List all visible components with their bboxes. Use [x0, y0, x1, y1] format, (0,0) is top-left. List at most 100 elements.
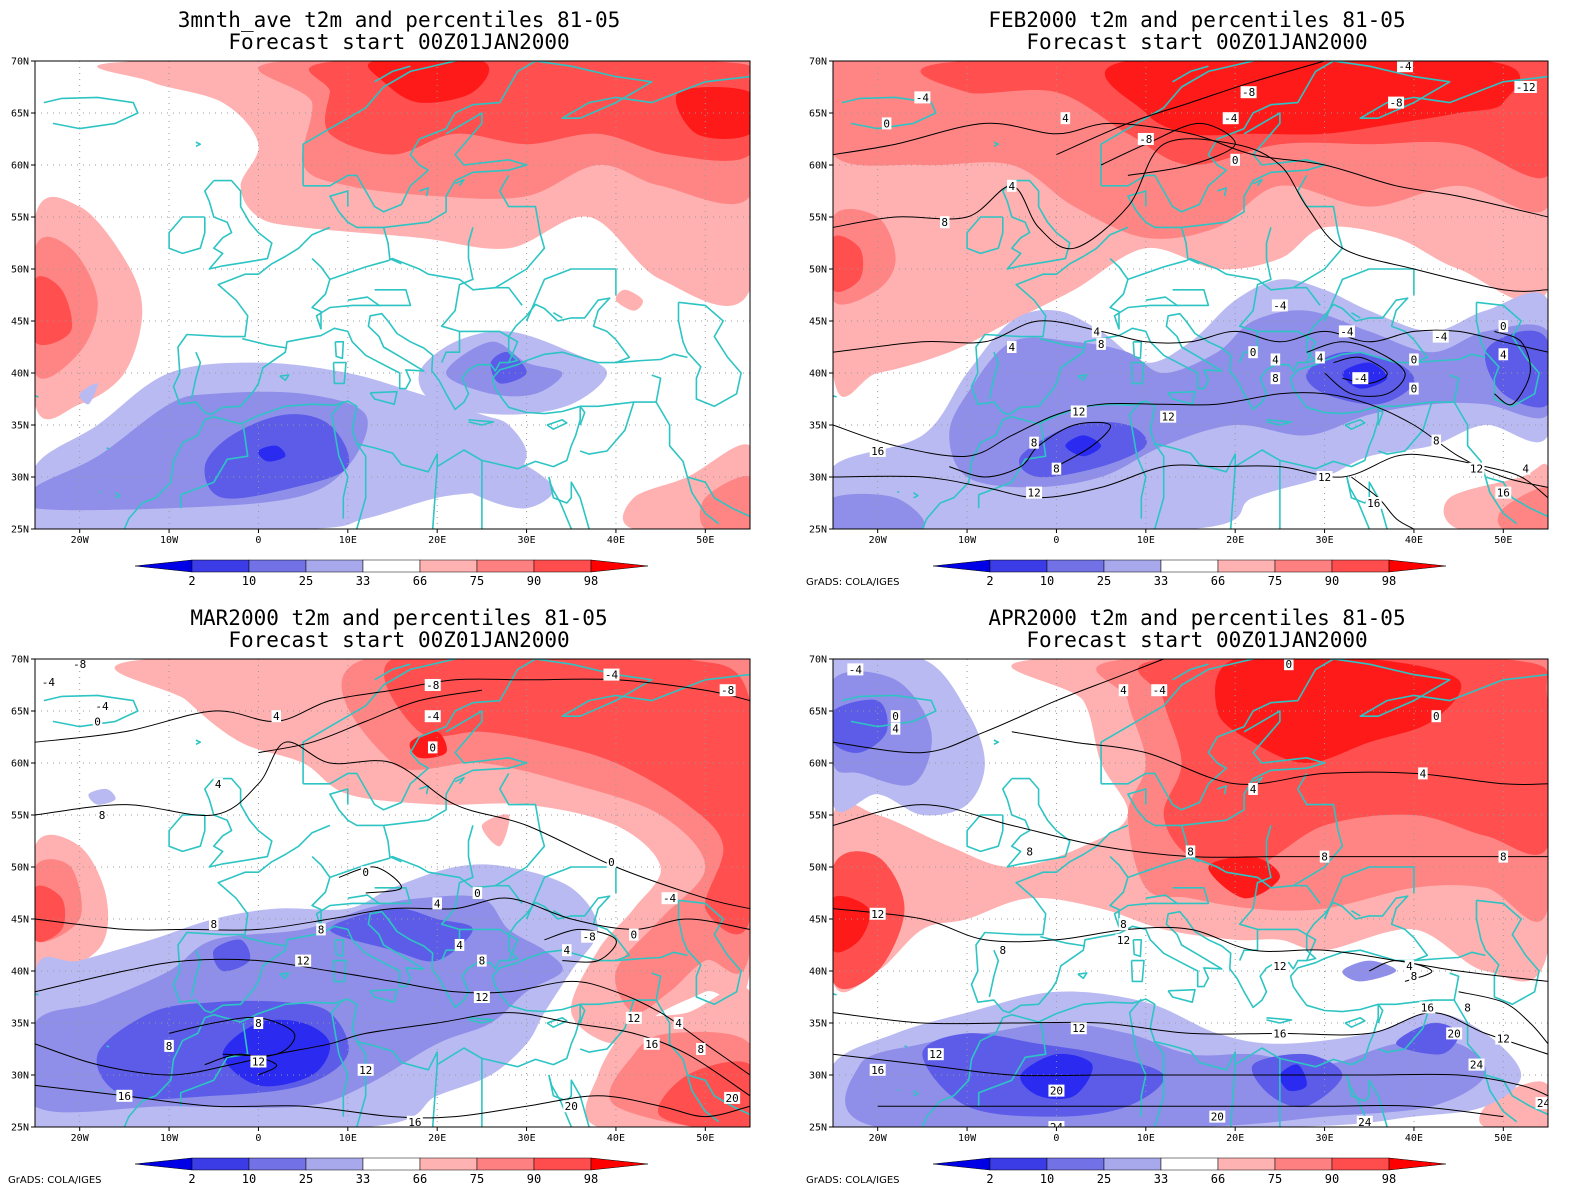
- coastline: [687, 1074, 750, 1116]
- coastline: [1127, 257, 1321, 306]
- svg-text:12: 12: [1273, 960, 1286, 973]
- coastline: [988, 351, 1000, 400]
- svg-text:8: 8: [1098, 338, 1105, 351]
- grid-lines: [833, 659, 1548, 1127]
- contour-label: 0: [1409, 382, 1419, 396]
- svg-text:24: 24: [1537, 1097, 1551, 1110]
- contour-label: -4: [1397, 60, 1413, 73]
- coastline: [548, 476, 581, 529]
- coastline: [168, 216, 206, 255]
- lat-tick-label: 35N: [809, 1019, 827, 1030]
- contour-label: 8: [1319, 850, 1330, 864]
- coastline: [977, 1022, 1047, 1107]
- lon-tick-label: 30E: [518, 535, 536, 546]
- coastline: [1132, 340, 1143, 360]
- svg-text:4: 4: [1093, 325, 1100, 338]
- contour-label: 8: [1024, 845, 1035, 858]
- lon-tick-label: 50E: [696, 535, 714, 546]
- svg-text:8: 8: [1187, 845, 1194, 858]
- shading-region: [368, 61, 490, 103]
- contour-label: 8: [998, 944, 1008, 957]
- contour-label: -4: [1432, 330, 1449, 344]
- shading-region: [1104, 61, 1521, 136]
- contour-label: 8: [1409, 970, 1419, 983]
- lon-tick-label: 20E: [428, 535, 446, 546]
- coastline: [1323, 866, 1415, 920]
- svg-text:-4: -4: [1398, 60, 1412, 73]
- coastline: [419, 785, 430, 795]
- svg-text:4: 4: [1008, 180, 1015, 193]
- axis-labels: 20W 10W 0 10E 20E 30E 40E 50E 70N 65N 60N 55N 50N 45N…: [11, 655, 714, 1145]
- coastline: [382, 227, 402, 265]
- coastline: [98, 1088, 102, 1092]
- svg-text:8: 8: [1120, 918, 1127, 931]
- colorbar-label: 10: [1040, 574, 1054, 588]
- lat-tick-label: 30N: [809, 1071, 827, 1082]
- contour-label: 12: [1115, 933, 1132, 947]
- colorbar-segment: [1046, 559, 1105, 573]
- lat-tick-label: 40N: [809, 369, 827, 380]
- coastline: [369, 988, 398, 1004]
- colorbar: 2 10 25 33 66 75 90 98: [932, 1157, 1447, 1186]
- svg-text:12: 12: [359, 1064, 372, 1077]
- coastline: [1040, 935, 1086, 947]
- coastline: [677, 899, 742, 1006]
- svg-text:4: 4: [273, 710, 280, 723]
- coastline: [347, 886, 412, 905]
- svg-text:4: 4: [434, 897, 441, 910]
- contour-label: 4: [562, 944, 572, 957]
- coastline: [579, 405, 586, 426]
- coastline: [993, 141, 1000, 148]
- coastline: [1040, 337, 1086, 349]
- colorbar-label: 75: [470, 1172, 484, 1186]
- coastline: [1413, 353, 1486, 364]
- shading-region: [833, 235, 864, 293]
- svg-text:-4: -4: [1273, 299, 1287, 312]
- colorbar-segment: [989, 559, 1048, 573]
- colorbar-label: 2: [986, 1172, 993, 1186]
- contour-line: [1100, 122, 1236, 176]
- colorbar-label: 90: [1325, 1172, 1339, 1186]
- coastline: [1350, 910, 1361, 917]
- svg-text:0: 0: [1411, 383, 1418, 396]
- colorbar-segment: [1046, 1157, 1105, 1171]
- svg-text:-4: -4: [426, 710, 440, 723]
- colorbar-segment: [1388, 1157, 1447, 1171]
- coastline: [615, 353, 688, 364]
- contour-label: 0: [1248, 346, 1258, 359]
- coastline: [1333, 61, 1548, 119]
- contour-label: 4: [1248, 783, 1258, 796]
- coastline: [195, 141, 202, 148]
- lon-tick-label: 10E: [339, 535, 357, 546]
- svg-text:-4: -4: [1434, 331, 1448, 344]
- svg-text:16: 16: [1367, 497, 1380, 510]
- colorbar-segment: [248, 559, 307, 573]
- colorbar-label: 25: [299, 1172, 313, 1186]
- contour-label: 8: [696, 1043, 706, 1056]
- svg-text:20: 20: [1050, 1085, 1063, 1098]
- svg-text:4: 4: [1272, 353, 1279, 366]
- contour-label: 8: [164, 1039, 174, 1053]
- contour-label: 16: [643, 1037, 660, 1051]
- contour-label: -12: [1514, 81, 1537, 94]
- shading-region: [35, 885, 66, 943]
- svg-text:-4: -4: [605, 669, 619, 682]
- lat-tick-label: 30N: [809, 473, 827, 484]
- coastline: [1266, 1017, 1293, 1024]
- contour-label: 4: [1404, 959, 1415, 973]
- svg-text:8: 8: [1272, 372, 1279, 385]
- contour-label: -4: [1352, 372, 1369, 385]
- coastline: [302, 659, 537, 811]
- svg-text:16: 16: [1421, 1001, 1434, 1014]
- contour-label: 8: [1431, 434, 1442, 448]
- coastline: [546, 1016, 568, 1029]
- coastline: [912, 491, 919, 499]
- contour-line: [338, 866, 402, 894]
- contour-label: 16: [869, 1063, 886, 1077]
- coastline: [1002, 179, 1071, 270]
- lat-tick-label: 45N: [809, 317, 827, 328]
- panel-title: 3mnth_ave t2m and percentiles 81-05: [177, 8, 621, 32]
- map-figure: -8 -4 -4 0 4 -8 -4 0 -4 -8 4 8 0 0 4 0 -8 0 -4 8 8 4 4 8 12 12 12 4…: [11, 655, 751, 1186]
- svg-text:-8: -8: [73, 658, 86, 671]
- coastline: [1172, 663, 1209, 681]
